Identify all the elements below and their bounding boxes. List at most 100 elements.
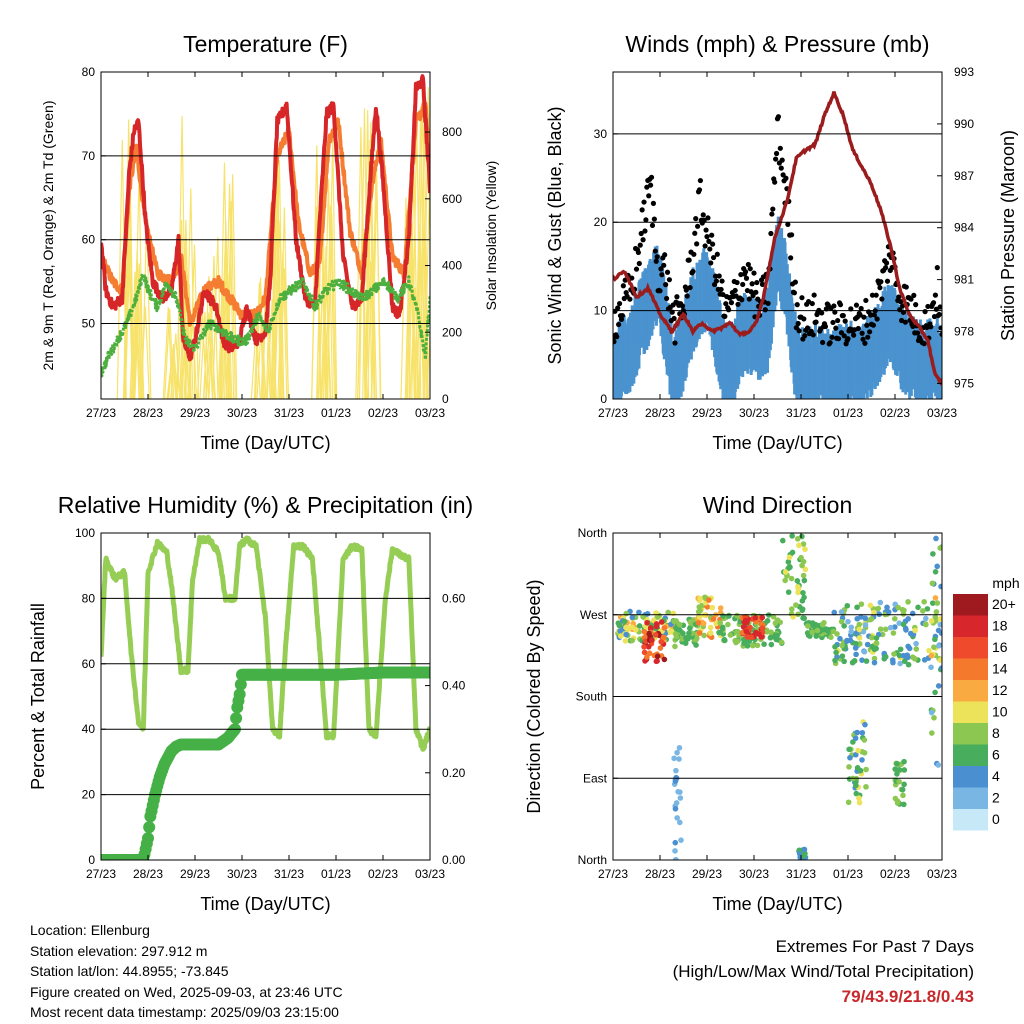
direction-point: [706, 597, 712, 603]
solar-spike: [224, 183, 235, 399]
y-tick-label: 20: [594, 215, 608, 229]
gust-point: [884, 278, 891, 284]
direction-point: [683, 635, 689, 641]
gust-point: [642, 228, 648, 234]
precip-point: [142, 832, 154, 845]
direction-point: [785, 589, 792, 595]
gust-point: [735, 301, 741, 307]
direction-point: [623, 631, 629, 638]
y-tick-label: 70: [82, 149, 96, 163]
direction-point: [717, 619, 724, 626]
x-tick-label: 29/23: [180, 406, 210, 420]
direction-point: [873, 645, 879, 652]
gust-point: [810, 332, 816, 338]
direction-point: [629, 637, 635, 644]
direction-point: [793, 602, 799, 608]
gust-point: [762, 307, 768, 313]
direction-point: [867, 616, 874, 623]
gust-point: [710, 254, 717, 261]
gust-point: [842, 318, 848, 324]
y2-tick-label: 0.40: [442, 679, 466, 693]
gust-point: [643, 217, 649, 223]
direction-point: [901, 767, 908, 773]
gust-point: [900, 309, 907, 316]
gust-point: [704, 234, 710, 240]
gust-point: [938, 325, 942, 331]
direction-point: [674, 749, 680, 756]
direction-point: [727, 632, 734, 638]
gust-point: [833, 325, 839, 331]
direction-cluster: [845, 719, 869, 806]
direction-point: [676, 745, 683, 751]
chart-title: Relative Humidity (%) & Precipitation (i…: [58, 492, 473, 518]
y-tick-label: 20: [82, 788, 96, 802]
direction-point: [641, 644, 647, 650]
plot-frame: [100, 532, 431, 861]
gust-point: [694, 241, 700, 247]
direction-point: [896, 766, 902, 773]
y2-tick-label: 400: [442, 259, 462, 273]
direction-point: [677, 819, 683, 826]
solar-spike: [166, 356, 177, 399]
solar-spike: [164, 308, 175, 399]
direction-point: [673, 618, 679, 624]
gust-point: [925, 303, 931, 310]
precip-point: [233, 688, 246, 701]
direction-point: [672, 839, 679, 846]
direction-point: [913, 646, 920, 652]
direction-point: [744, 643, 751, 649]
gust-point: [686, 257, 692, 263]
direction-point: [682, 640, 689, 647]
direction-point: [846, 746, 852, 753]
direction-point: [859, 657, 865, 663]
direction-point: [834, 631, 840, 637]
direction-point: [789, 549, 796, 556]
y2-tick-label: 984: [954, 221, 974, 235]
direction-point: [862, 622, 869, 628]
direction-point: [658, 619, 665, 625]
direction-point: [899, 786, 906, 793]
gust-point: [775, 114, 782, 120]
gust-point: [836, 336, 842, 342]
direction-point: [853, 782, 859, 789]
extremes-subtitle: (High/Low/Max Wind/Total Precipitation): [672, 962, 974, 981]
direction-point: [721, 636, 728, 643]
humidity-chart: Relative Humidity (%) & Precipitation (i…: [28, 492, 473, 914]
direction-point: [707, 630, 714, 636]
extremes-values: 79/43.9/21.8/0.43: [841, 987, 974, 1006]
x-tick-label: 03/23: [415, 406, 445, 420]
x-tick-label: 29/23: [180, 867, 210, 881]
y-tick-label: 10: [594, 304, 608, 318]
precip-point: [424, 666, 430, 679]
gust-point: [930, 300, 937, 306]
gust-point: [830, 319, 836, 326]
direction-point: [891, 624, 898, 630]
wind-direction-data: [615, 533, 942, 860]
direction-point: [859, 729, 866, 736]
direction-point: [839, 642, 845, 649]
gust-point: [646, 193, 652, 199]
direction-point: [623, 624, 629, 631]
legend-label: 18: [992, 618, 1008, 634]
gust-point: [911, 292, 917, 299]
gust-point: [859, 330, 865, 336]
solar-spike: [132, 280, 143, 399]
direction-point: [900, 792, 906, 799]
gust-point: [718, 286, 724, 293]
direction-point: [921, 599, 927, 605]
gust-point: [732, 287, 738, 294]
direction-point: [778, 639, 785, 645]
gust-point: [759, 281, 766, 287]
direction-point: [912, 627, 918, 634]
solar-spike: [370, 149, 381, 399]
legend-swatch: [953, 637, 988, 659]
gust-point: [709, 232, 715, 238]
gust-point: [861, 314, 867, 320]
gust-point: [695, 223, 701, 229]
direction-cluster: [803, 619, 837, 641]
direction-point: [646, 650, 653, 657]
direction-point: [858, 601, 865, 607]
gust-point: [723, 301, 729, 307]
direction-point: [938, 665, 942, 671]
